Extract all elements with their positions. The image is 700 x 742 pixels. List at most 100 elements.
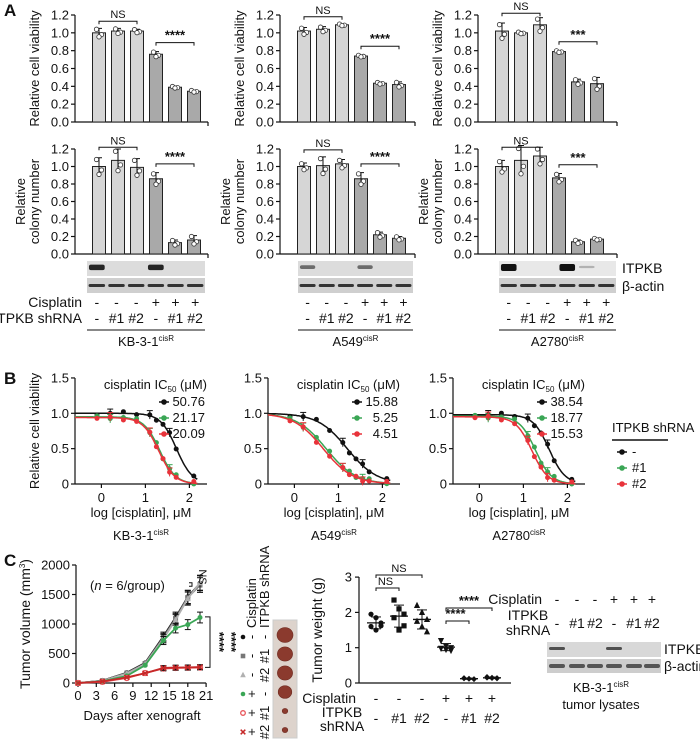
- cisplatin-sign: -: [555, 591, 560, 607]
- cisplatin-sign: -: [305, 294, 310, 310]
- legend-symbol: [161, 399, 167, 405]
- itpkb-band: [606, 647, 622, 650]
- y-tick-label: 0.0: [51, 115, 69, 130]
- significance-bracket: [445, 607, 493, 611]
- bar: [168, 86, 182, 123]
- shrna-label: -: [444, 710, 449, 726]
- significance-bracket: [303, 16, 343, 20]
- data-point: [142, 662, 148, 668]
- cisplatin-sign: -: [420, 690, 425, 706]
- data-point: [98, 167, 105, 173]
- beta-actin-band: [357, 284, 374, 287]
- bar: [354, 55, 368, 123]
- data-point: [377, 234, 383, 240]
- shrna-legend-item: #2: [632, 476, 646, 491]
- data-point: [313, 439, 319, 445]
- cisplatin-sign: -: [545, 294, 550, 310]
- shrna-label: #1: [626, 615, 642, 631]
- beta-actin-band: [88, 284, 106, 287]
- x-tick-label: 15: [162, 688, 176, 703]
- blot-label-itpkb: ITPKB: [664, 641, 700, 657]
- legend-shrna-label: #2: [257, 668, 272, 682]
- beta-actin-band: [395, 284, 412, 287]
- data-point: [353, 473, 359, 479]
- data-point: [501, 31, 508, 37]
- y-axis-title: colony number: [232, 158, 247, 244]
- significance-label: ***: [570, 150, 586, 165]
- cisplatin-sign: -: [506, 294, 511, 310]
- significance-bracket: [303, 149, 343, 153]
- data-point: [327, 453, 333, 459]
- y-tick-label: 500: [48, 646, 70, 661]
- cisplatin-sign: -: [134, 294, 139, 310]
- ic50-value: 50.76: [172, 394, 205, 409]
- cell-line-name: KB-3-1: [118, 334, 158, 349]
- data-point: [317, 156, 324, 162]
- data-point: [396, 627, 402, 633]
- y-tick-label: 0: [63, 676, 70, 691]
- y-tick-label: 1.0: [244, 406, 262, 421]
- data-point: [96, 171, 102, 177]
- cisplatin-sign: -: [374, 690, 379, 706]
- row-label-cisplatin: Cisplatin: [302, 690, 356, 706]
- y-axis-title: Relative: [416, 178, 431, 225]
- data-point: [136, 168, 143, 174]
- beta-actin-band: [606, 664, 622, 668]
- bar: [149, 178, 163, 255]
- x-tick-label: 6: [111, 688, 118, 703]
- caption-superscript: cisR: [613, 680, 629, 689]
- data-point: [153, 444, 159, 450]
- y-tick-label: 0.2: [454, 97, 472, 112]
- legend-header-cisplatin: Cisplatin: [244, 578, 259, 628]
- ic50-value: 18.77: [550, 410, 583, 425]
- cell-line-name: A2780: [492, 528, 530, 543]
- bar: [335, 24, 349, 123]
- significance-label: NS: [315, 5, 330, 17]
- data-point: [93, 26, 100, 32]
- sample-size-annotation: (n = 6/group): [90, 578, 165, 593]
- data-point: [378, 623, 384, 629]
- beta-actin-band: [299, 284, 316, 287]
- itpkb-band: [549, 647, 565, 650]
- ic50-title-text: cisplatin IC: [482, 377, 546, 392]
- cisplatin-sign: +: [361, 294, 369, 310]
- bar: [495, 166, 509, 255]
- legend-header-itpkb-shrna: ITPKB shRNA: [257, 545, 272, 628]
- cisplatin-sign: +: [610, 591, 618, 607]
- legend-symbol: [240, 634, 246, 640]
- significance-bracket: [189, 582, 193, 587]
- data-point: [520, 163, 527, 169]
- tumor-image: [281, 727, 289, 733]
- data-point: [391, 597, 397, 603]
- cisplatin-sign: +: [583, 294, 591, 310]
- beta-actin-band: [644, 664, 660, 668]
- data-point: [339, 23, 345, 29]
- ic50-value: 15.53: [550, 426, 583, 441]
- data-point: [537, 28, 543, 34]
- itpkb-band: [299, 265, 316, 270]
- significance-label: NS: [378, 576, 393, 588]
- data-point: [301, 31, 307, 37]
- shrna-label: -: [555, 615, 560, 631]
- significance-label: NS: [196, 569, 208, 584]
- legend-shrna-label: #1: [257, 649, 272, 663]
- data-point: [147, 412, 153, 418]
- cell-line-label: A549cisR: [333, 334, 379, 349]
- data-point: [93, 156, 100, 163]
- data-point: [134, 418, 140, 424]
- cell-line-superscript: cisR: [158, 334, 174, 343]
- bar: [149, 53, 163, 123]
- beta-actin-band: [318, 284, 335, 287]
- data-point: [317, 24, 324, 30]
- data-point: [512, 421, 518, 427]
- significance-label: NS: [513, 1, 528, 13]
- cell-line-name: KB-3-1: [113, 528, 153, 543]
- y-tick-label: 0.0: [51, 247, 69, 262]
- cisplatin-sign: -: [114, 294, 119, 310]
- y-tick-label: 1.0: [454, 25, 472, 40]
- cell-line-superscript: cisR: [569, 334, 585, 343]
- significance-label: ***: [570, 27, 586, 42]
- bar: [111, 159, 125, 255]
- bar: [316, 28, 330, 123]
